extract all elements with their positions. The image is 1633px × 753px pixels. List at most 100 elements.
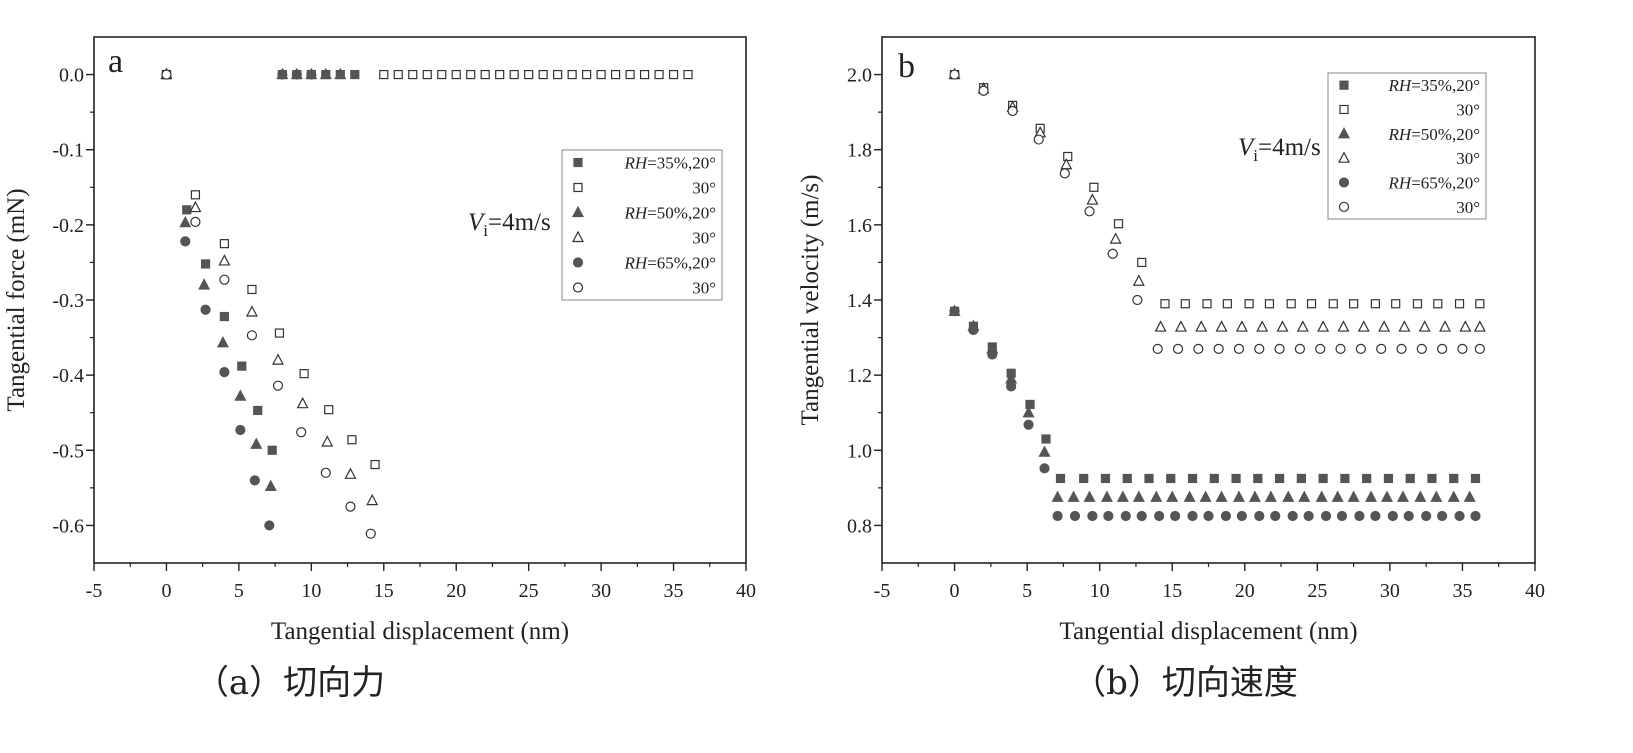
series-0 [161,69,360,455]
legend-entry: RH=50%,20° [1388,125,1480,144]
data-point [1270,510,1281,522]
y-tick-label: 1.8 [847,140,872,162]
data-point [1079,473,1089,484]
data-point [1459,320,1472,332]
data-point [219,311,229,322]
panel-label: b [898,48,915,85]
data-point [949,69,960,80]
legend-marker [1338,177,1350,188]
legend-label: 30° [1456,198,1480,217]
y-tick-label: 1.0 [847,440,872,462]
legend-marker [1338,127,1350,139]
data-point [1231,473,1241,484]
data-point [1286,299,1296,309]
data-point [1022,405,1035,418]
data-point [296,396,309,409]
series-1 [161,69,693,470]
data-point [272,380,284,391]
legend-italic: RH [624,254,649,273]
data-point [1244,299,1254,309]
annotation-text: =4m/s [1258,134,1321,161]
data-point [1116,490,1129,502]
data-point [1317,320,1330,332]
data-point [1296,320,1309,332]
data-point [1475,299,1485,309]
x-tick-label: 20 [446,580,466,602]
data-point [1209,473,1219,484]
data-point [272,353,285,365]
data-point [451,69,461,80]
legend-marker [1339,104,1349,115]
x-tick-label: 25 [519,580,539,602]
legend-marker [572,282,584,293]
data-point [1414,490,1427,502]
data-point [1132,274,1145,286]
data-point [683,69,693,80]
data-point [1220,510,1232,522]
legend-entry: RH=50%,20° [624,204,716,223]
data-point [1294,343,1306,354]
data-point [1274,343,1285,354]
data-point [1357,320,1370,332]
legend-marker [572,230,584,243]
data-point [1120,510,1131,522]
data-point [567,69,577,80]
legend-entry: RH=65%,20° [624,254,716,273]
data-point [1437,510,1448,522]
data-point [299,369,309,379]
data-point [1275,473,1285,484]
data-point [1041,434,1051,444]
data-point [264,520,275,531]
data-point [1376,343,1387,354]
series-0 [949,306,1481,484]
data-point [1059,168,1070,179]
legend-entry: RH=65%,20° [1388,174,1480,193]
data-point [1370,299,1380,309]
data-point [1166,473,1176,484]
data-point [437,69,447,80]
data-point [1264,299,1275,309]
data-point [1282,490,1295,502]
data-point [219,274,230,285]
data-point [253,405,263,416]
y-tick-label: 2.0 [847,65,872,87]
data-point [1160,299,1170,309]
data-point [1006,381,1017,392]
data-point [1447,490,1460,502]
legend-marker [1339,80,1349,90]
data-point [1470,510,1481,522]
data-point [1454,299,1465,309]
data-point [1235,320,1248,332]
data-point [1055,473,1066,484]
data-point [365,528,376,539]
legend-label: =65%,20° [1411,174,1480,193]
data-point [1132,294,1143,306]
data-point [1232,490,1245,502]
data-point [1396,343,1407,354]
data-point [1215,490,1228,502]
x-tick-label: 35 [664,580,684,602]
data-point [1430,490,1443,502]
data-point [1303,510,1314,522]
x-tick-label: 40 [736,580,756,602]
data-point [1315,490,1328,502]
data-point [1391,299,1401,309]
legend-marker [572,257,584,268]
data-point [1331,490,1344,502]
legend-entry: RH=35%,20° [1388,76,1480,95]
data-point [1215,320,1228,332]
x-tick-label: 15 [1162,580,1182,602]
data-point [538,69,548,80]
data-point [1213,343,1224,354]
data-point [1199,490,1212,502]
data-point [1202,299,1212,309]
data-point [1033,134,1044,145]
x-axis-label: Tangential displacement (nm) [1059,618,1357,645]
data-point [1449,473,1459,484]
series-4 [949,306,1481,522]
data-point [370,459,380,470]
data-point [1387,510,1398,522]
data-point [1069,510,1081,522]
data-point [1023,419,1034,430]
